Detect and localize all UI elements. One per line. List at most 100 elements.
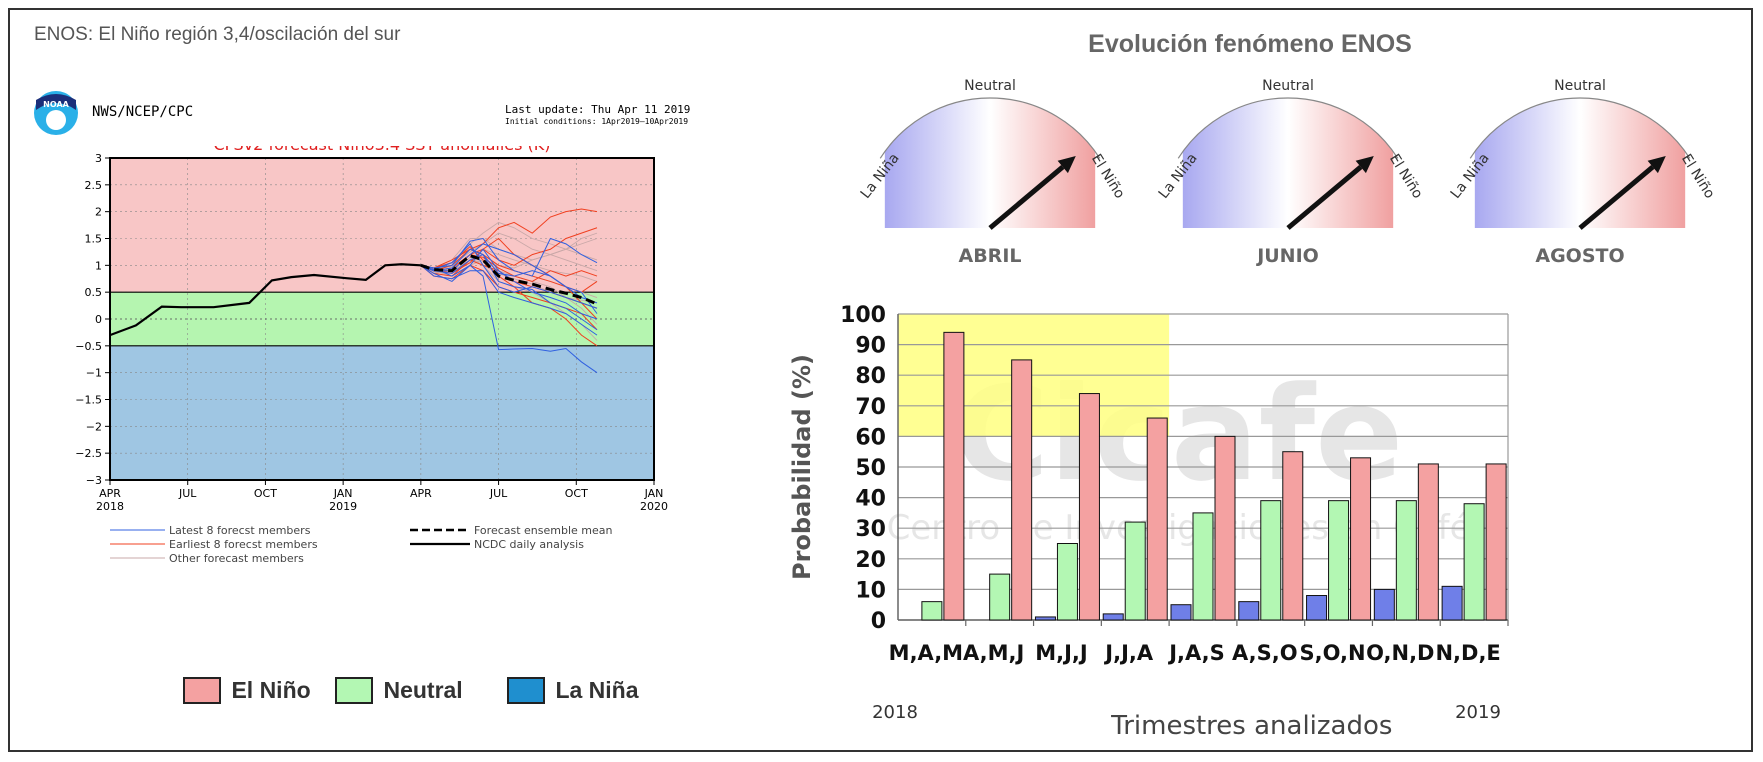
legend-label-red: Earliest 8 forecst members	[169, 538, 318, 551]
x-tick-label: OCT	[565, 487, 588, 500]
bar-blue_bar	[1170, 604, 1192, 621]
x-tick-label: A,M,J	[963, 641, 1024, 665]
x-tick-year: 2020	[640, 500, 668, 513]
gauge-arc	[1177, 97, 1399, 159]
gauge-month-label: ABRIL	[959, 245, 1022, 267]
x-tick-label: APR	[99, 487, 121, 500]
bar-neutral	[1328, 500, 1350, 621]
noaa-logo-text: NOAA	[43, 100, 69, 109]
y-tick-label: 40	[855, 487, 886, 512]
bar-neutral	[1395, 500, 1417, 621]
y-tick-label: 70	[855, 395, 886, 420]
y-tick-label: 0	[95, 313, 102, 326]
bar-blue_bar	[1373, 588, 1395, 621]
series-blue-member	[420, 248, 598, 320]
series-blue-member	[420, 264, 598, 374]
page-title: ENOS: El Niño región 3,4/oscilación del …	[34, 24, 401, 45]
x-tick-label: J,J,A	[1103, 641, 1154, 665]
y-tick-label: 90	[855, 334, 886, 359]
series-blue-member	[420, 248, 598, 304]
series-blue-member	[420, 243, 598, 309]
x-tick-label: M,A,M	[889, 641, 963, 665]
y-tick-label: 3	[95, 152, 102, 165]
key-swatch-la-nina	[507, 677, 545, 704]
series-red-member	[420, 208, 598, 269]
x-tick-label: JUL	[489, 487, 508, 500]
right-panel-title: Evolución fenómeno ENOS	[1088, 30, 1412, 58]
y-tick-label: −1	[86, 367, 102, 380]
bar-neutral	[1192, 512, 1214, 621]
y-tick-label: 20	[855, 548, 886, 573]
bar-el_nino	[1350, 457, 1372, 621]
bar-neutral	[1124, 521, 1146, 621]
x-tick-label: JAN	[644, 487, 664, 500]
gauge-dial	[884, 97, 1096, 228]
bar-el_nino	[943, 331, 965, 621]
key-label-la-nina: La Niña	[555, 677, 639, 703]
bar-neutral	[989, 573, 1011, 621]
gauge-arc	[879, 97, 1101, 159]
bar-blue_bar	[1102, 613, 1124, 621]
y-tick-label: −3	[86, 474, 102, 487]
y-axis-label: Probabilidad (%)	[790, 354, 816, 580]
sst-forecast-chart: CFSv2 forecast Nino3.4 SST anomalies (K)…	[75, 146, 668, 565]
gauge-month-label: JUNIO	[1255, 245, 1319, 267]
legend-label-gray: Other forecast members	[169, 552, 304, 565]
x-tick-label: OCT	[254, 487, 277, 500]
y-tick-label: 80	[855, 364, 886, 389]
series-ncdc-analysis	[109, 263, 421, 337]
x-tick-label: S,O,N	[1300, 641, 1366, 665]
gauge-dial	[1474, 98, 1686, 228]
x-tick-label: JAN	[333, 487, 353, 500]
bar-neutral	[1056, 543, 1078, 621]
x-axis-label: Trimestres analizados	[1110, 711, 1392, 741]
bar-el_nino	[1417, 463, 1439, 621]
y-tick-label: 10	[855, 578, 886, 603]
key-el-nino: El Niño	[183, 677, 311, 704]
gauge-needle-head	[1057, 156, 1076, 174]
org-label: NWS/NCEP/CPC	[92, 104, 194, 120]
y-tick-label: 60	[855, 425, 886, 450]
y-tick-label: 2	[95, 206, 102, 219]
key-label-el-nino: El Niño	[231, 677, 311, 703]
gauge-label-neutral: Neutral	[1262, 78, 1314, 94]
year-end-label: 2019	[1455, 702, 1501, 723]
y-tick-label: −2	[86, 420, 102, 433]
y-tick-label: 1	[95, 259, 102, 272]
y-tick-label: 50	[855, 456, 886, 481]
y-tick-label: −1.5	[75, 394, 102, 407]
year-start-label: 2018	[872, 702, 918, 723]
gauge-dial	[1182, 98, 1394, 229]
gauge-needle-head	[1647, 156, 1666, 174]
bar-el_nino	[1078, 393, 1100, 621]
x-tick-label: J,A,S	[1167, 641, 1225, 665]
bar-el_nino	[1282, 451, 1304, 621]
x-tick-label: A,S,O	[1232, 641, 1298, 665]
gauge-needle-head	[1355, 156, 1374, 174]
y-tick-label: 2.5	[85, 179, 103, 192]
plot-frame	[109, 157, 655, 481]
x-tick-label: O,N,D	[1366, 641, 1434, 665]
y-tick-label: 0	[871, 609, 886, 634]
series-blue-member	[420, 237, 598, 277]
chart-title: CFSv2 forecast Nino3.4 SST anomalies (K)	[213, 146, 550, 154]
y-tick-label: −2.5	[75, 447, 102, 460]
x-tick-label: M,J,J	[1035, 641, 1087, 665]
bar-el_nino	[1146, 417, 1168, 621]
y-tick-label: 30	[855, 517, 886, 542]
gauge-needle	[1286, 165, 1363, 230]
x-tick-year: 2019	[329, 500, 357, 513]
series-gray-member	[420, 232, 598, 270]
bar-neutral	[1463, 503, 1485, 621]
gauge-needle	[988, 165, 1065, 230]
series-ensemble-mean	[420, 253, 598, 306]
series-blue-member	[420, 264, 598, 336]
zone-elnio	[110, 158, 654, 293]
key-la-nina: La Niña	[507, 677, 639, 704]
series-blue-member	[420, 253, 598, 331]
key-swatch-neutral	[335, 677, 373, 704]
zone-lania	[110, 345, 654, 480]
